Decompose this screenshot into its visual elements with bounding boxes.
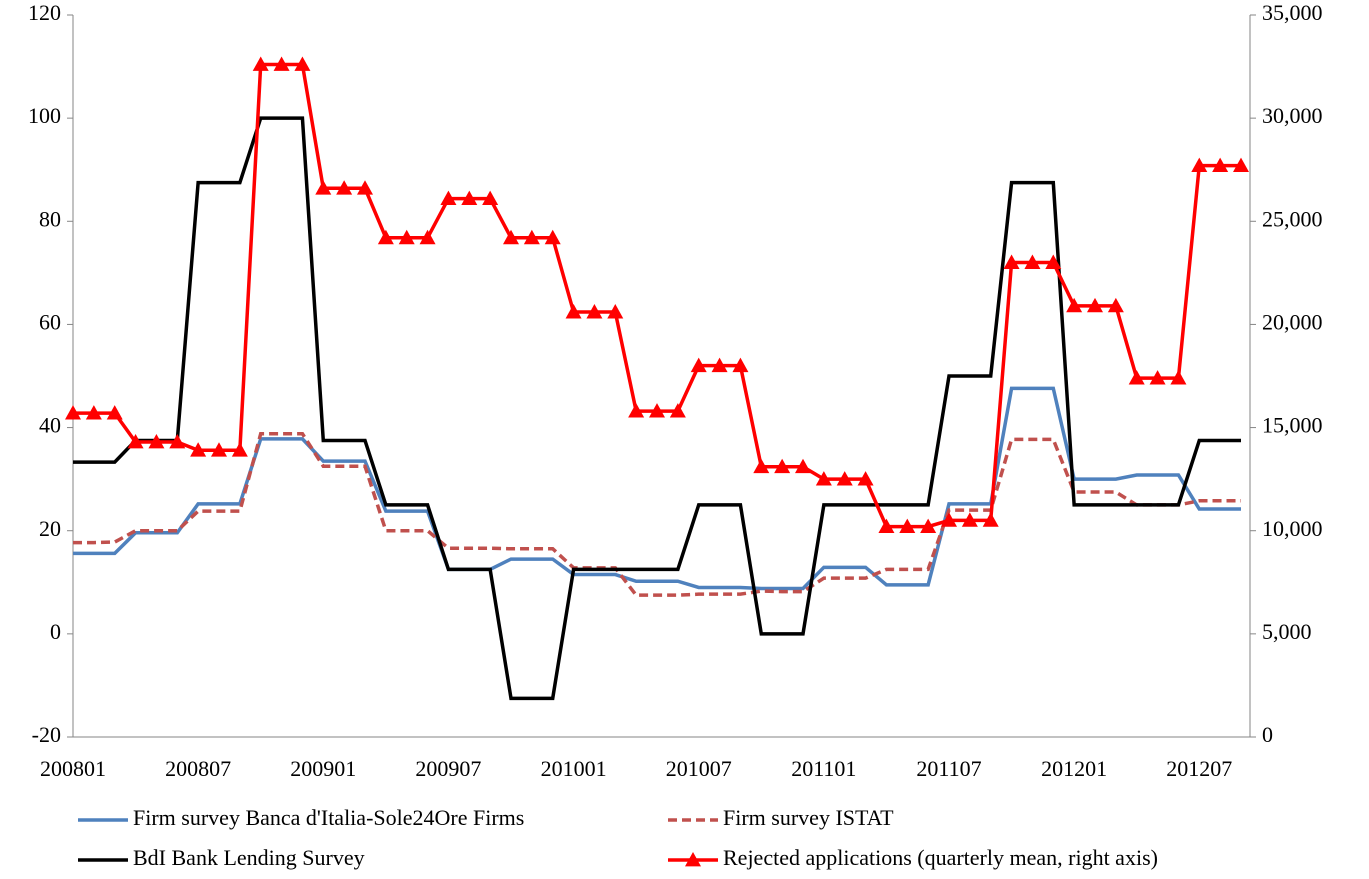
marker xyxy=(857,471,874,486)
x-tick-label: 201201 xyxy=(1041,756,1107,781)
marker xyxy=(544,229,561,245)
x-tick-label: 201007 xyxy=(666,756,732,781)
marker xyxy=(815,471,832,486)
marker xyxy=(565,304,582,319)
marker xyxy=(1087,297,1103,313)
marker xyxy=(899,518,916,533)
marker xyxy=(169,434,186,449)
legend-marker xyxy=(685,852,701,867)
marker xyxy=(148,434,165,449)
marker xyxy=(1212,157,1229,172)
marker xyxy=(1149,370,1166,385)
marker xyxy=(1233,157,1249,172)
marker xyxy=(211,442,227,457)
y-tick-label: 40 xyxy=(39,413,61,438)
marker xyxy=(1128,370,1145,385)
series-line xyxy=(73,432,1241,597)
marker xyxy=(315,180,332,195)
marker xyxy=(711,357,728,373)
marker xyxy=(1191,157,1208,172)
marker xyxy=(941,512,957,527)
y-tick-label: -20 xyxy=(32,722,61,747)
marker xyxy=(982,512,999,527)
marker xyxy=(961,512,978,527)
series-line xyxy=(73,62,1241,529)
marker xyxy=(231,442,248,457)
marker xyxy=(649,403,665,418)
marker xyxy=(732,357,749,373)
marker xyxy=(190,442,207,457)
marker xyxy=(523,229,540,245)
series-line xyxy=(73,116,1241,701)
x-tick-label: 201001 xyxy=(541,756,607,781)
marker xyxy=(920,518,937,533)
x-tick-label: 201207 xyxy=(1166,756,1232,781)
x-tick-label: 200901 xyxy=(290,756,356,781)
y2-tick-label: 0 xyxy=(1262,722,1273,747)
marker xyxy=(1024,254,1041,269)
marker xyxy=(85,405,102,420)
marker xyxy=(774,458,791,474)
marker xyxy=(836,471,853,486)
y-tick-label: 60 xyxy=(39,309,61,334)
y-tick-label: 100 xyxy=(28,103,61,128)
y2-tick-label: 5,000 xyxy=(1262,619,1312,644)
marker xyxy=(753,458,770,474)
y2-tick-label: 10,000 xyxy=(1262,516,1323,541)
marker xyxy=(127,434,144,449)
y-tick-label: 120 xyxy=(28,0,61,25)
marker xyxy=(628,403,645,418)
marker xyxy=(419,229,436,245)
x-tick-label: 200907 xyxy=(415,756,481,781)
y2-tick-label: 15,000 xyxy=(1262,413,1323,438)
marker xyxy=(273,56,290,71)
legend-label: Rejected applications (quarterly mean, r… xyxy=(723,845,1158,870)
y2-tick-label: 30,000 xyxy=(1262,103,1323,128)
legend-label: Firm survey Banca d'Italia-Sole24Ore Fir… xyxy=(133,805,524,830)
y2-tick-label: 25,000 xyxy=(1262,206,1323,231)
y-tick-label: 80 xyxy=(39,206,61,231)
marker xyxy=(1003,254,1020,269)
marker xyxy=(1045,254,1062,269)
marker xyxy=(252,56,269,71)
marker xyxy=(1107,297,1124,313)
marker xyxy=(440,190,457,205)
marker xyxy=(357,180,373,195)
x-tick-label: 201107 xyxy=(916,756,981,781)
marker xyxy=(503,229,519,245)
marker xyxy=(106,405,123,420)
x-tick-label: 201101 xyxy=(791,756,856,781)
marker xyxy=(690,357,707,373)
marker xyxy=(482,190,499,205)
x-tick-label: 200801 xyxy=(40,756,106,781)
marker xyxy=(607,304,624,319)
marker xyxy=(377,229,394,245)
marker xyxy=(398,229,415,245)
marker xyxy=(1170,370,1187,385)
series-line xyxy=(73,386,1241,591)
marker xyxy=(795,458,811,474)
marker xyxy=(294,56,311,71)
marker xyxy=(669,403,686,418)
marker xyxy=(336,180,353,195)
marker xyxy=(878,518,895,533)
marker xyxy=(65,405,81,420)
legend-label: Firm survey ISTAT xyxy=(723,805,894,830)
marker xyxy=(586,304,603,319)
y-tick-label: 20 xyxy=(39,516,61,541)
y2-tick-label: 35,000 xyxy=(1262,0,1323,25)
legend-label: BdI Bank Lending Survey xyxy=(133,845,365,870)
marker xyxy=(1066,297,1083,313)
marker xyxy=(461,190,478,205)
x-tick-label: 200807 xyxy=(165,756,231,781)
y2-tick-label: 20,000 xyxy=(1262,309,1323,334)
y-tick-label: 0 xyxy=(50,619,61,644)
